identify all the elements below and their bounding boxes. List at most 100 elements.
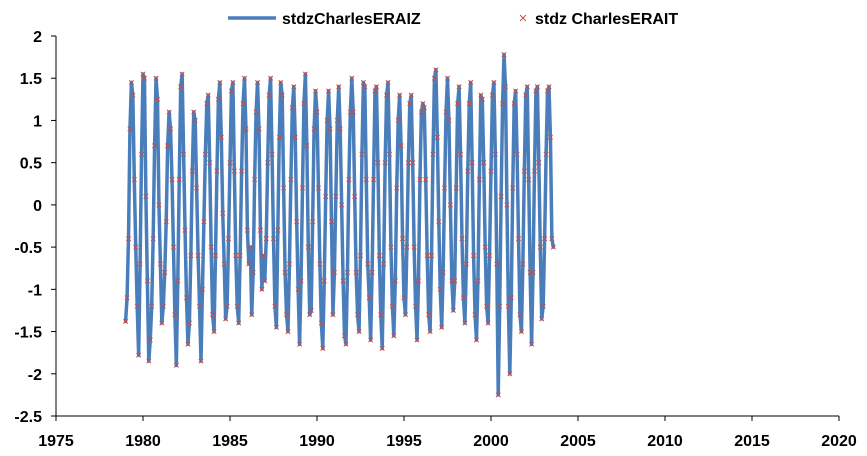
data-point-marker (201, 219, 207, 225)
data-point-marker (395, 117, 401, 123)
y-tick-label: 2 (33, 29, 42, 46)
data-point-marker (402, 312, 408, 318)
data-point-marker (240, 101, 246, 107)
x-tick-label: 1980 (125, 433, 161, 450)
data-point-marker (547, 134, 553, 140)
data-point-marker (392, 278, 398, 284)
data-point-marker (439, 324, 445, 330)
data-point-marker (373, 84, 379, 90)
data-point-marker (376, 253, 382, 259)
data-point-marker (357, 253, 364, 259)
data-point-marker (328, 219, 335, 225)
data-point-marker (234, 303, 240, 309)
data-point-marker (523, 92, 529, 98)
data-point-marker (189, 168, 195, 174)
x-tick-label: 2005 (560, 433, 596, 450)
data-point-marker (241, 75, 248, 81)
data-point-marker (456, 84, 462, 90)
data-point-marker (130, 92, 136, 98)
data-point-marker (479, 96, 485, 102)
y-tick-labels: -2.5 -2 -1.5 -1 -0.5 0 0.5 1 1.5 2 (14, 29, 42, 426)
data-point-marker (540, 303, 546, 309)
data-point-marker (382, 160, 388, 166)
data-point-marker (356, 329, 362, 335)
data-point-marker (233, 253, 239, 259)
data-point-marker (273, 324, 279, 330)
data-point-marker (426, 312, 432, 318)
data-point-marker (397, 92, 403, 98)
data-point-marker (304, 143, 310, 149)
data-point-marker (324, 117, 330, 123)
data-point-marker (279, 92, 285, 98)
data-point-marker (537, 244, 543, 250)
data-point-marker (459, 236, 465, 242)
data-point-marker (253, 109, 259, 115)
data-point-marker (443, 109, 449, 115)
data-point-marker (282, 269, 288, 275)
data-point-marker (212, 253, 219, 259)
data-point-marker (225, 236, 232, 242)
data-point-marker (513, 88, 519, 94)
data-point-marker (323, 193, 329, 199)
data-point-marker (366, 295, 372, 301)
data-point-marker (266, 92, 272, 98)
data-point-marker (531, 168, 538, 174)
data-point-marker (457, 151, 464, 157)
data-point-marker (289, 105, 295, 111)
data-point-marker (175, 278, 181, 284)
y-tick-label: 0.5 (20, 156, 42, 173)
data-point-marker (539, 316, 545, 322)
data-point-marker (191, 109, 197, 115)
data-point-marker (275, 227, 281, 233)
data-point-marker (460, 295, 466, 301)
data-point-marker (411, 244, 417, 250)
data-point-marker (301, 101, 307, 107)
data-point-marker (446, 117, 452, 123)
data-point-marker (156, 202, 162, 208)
data-point-marker (350, 109, 356, 115)
data-point-marker (162, 269, 168, 275)
data-point-marker (218, 134, 224, 140)
data-point-marker (308, 307, 314, 313)
data-point-marker (343, 341, 349, 347)
data-point-marker (469, 160, 475, 166)
data-point-marker (136, 352, 142, 358)
data-point-marker (353, 269, 359, 275)
data-point-marker (391, 333, 397, 339)
data-point-marker (123, 318, 129, 324)
data-point-marker (131, 177, 137, 183)
data-point-marker (153, 75, 159, 81)
data-point-marker (214, 168, 220, 174)
data-point-marker (444, 75, 451, 81)
data-point-marker (292, 134, 298, 140)
data-point-marker (205, 92, 211, 98)
data-point-marker (307, 312, 313, 318)
data-point-marker (492, 151, 498, 157)
data-point-marker (398, 143, 404, 149)
x-tick-label: 1990 (299, 433, 335, 450)
data-point-marker (340, 278, 346, 284)
data-point-marker (294, 219, 300, 225)
data-point-marker (181, 151, 187, 157)
data-point-marker (244, 227, 250, 233)
data-point-marker (375, 160, 381, 166)
data-point-marker (127, 126, 133, 132)
data-point-marker (247, 244, 253, 250)
data-point-marker (536, 160, 542, 166)
data-point-marker (231, 168, 237, 174)
data-point-marker (124, 295, 130, 301)
data-point-marker (363, 177, 369, 183)
data-point-marker (510, 185, 516, 191)
data-point-marker (542, 236, 548, 242)
data-point-marker (283, 312, 290, 318)
data-point-marker (437, 286, 443, 292)
data-point-marker (405, 160, 411, 166)
data-point-marker (511, 101, 517, 107)
data-point-marker (428, 253, 435, 259)
data-point-marker (268, 75, 274, 81)
data-point-marker (210, 312, 216, 318)
data-point-marker (489, 92, 495, 98)
data-point-marker (297, 341, 303, 347)
data-point-marker (265, 160, 271, 166)
data-point-marker (192, 117, 198, 123)
